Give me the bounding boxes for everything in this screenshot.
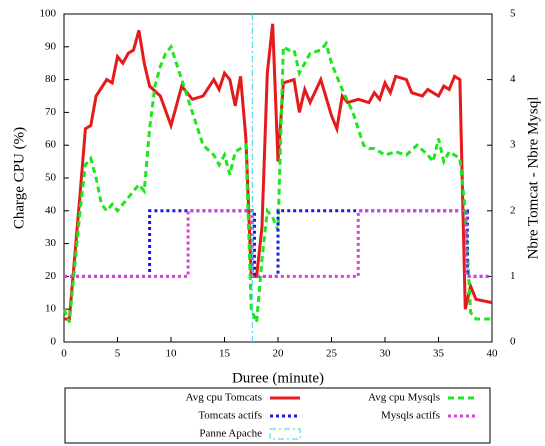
y2-tick-label: 1 (510, 270, 516, 282)
x-tick-label: 40 (487, 348, 499, 360)
x-tick-label: 10 (166, 348, 178, 360)
x-axis-label: Duree (minute) (232, 370, 324, 386)
series-line (64, 23, 493, 321)
y-tick-label: 30 (45, 237, 57, 249)
legend-label: Mysqls actifs (381, 410, 440, 422)
y-tick-label: 90 (45, 40, 57, 52)
y-tick-label: 100 (40, 8, 57, 20)
legend-label: Tomcats actifs (198, 410, 262, 422)
legend-swatch (269, 428, 301, 440)
x-tick-label: 15 (219, 348, 231, 360)
x-tick-label: 25 (326, 348, 338, 360)
legend-label: Panne Apache (199, 428, 262, 440)
y2-tick-label: 3 (510, 139, 516, 151)
legend-label: Avg cpu Mysqls (368, 392, 440, 404)
y-tick-label: 10 (45, 303, 57, 315)
y-tick-label: 20 (45, 270, 57, 282)
x-tick-label: 20 (273, 348, 285, 360)
y-tick-label: 80 (45, 73, 57, 85)
x-tick-label: 35 (433, 348, 445, 360)
y-tick-label: 50 (45, 172, 57, 184)
y-axis-label: Charge CPU (%) (11, 127, 27, 229)
y2-tick-label: 4 (510, 73, 516, 85)
y2-axis-label: Nbre Tomcat - Nbre Mysql (525, 97, 541, 260)
y-tick-label: 60 (45, 139, 57, 151)
y2-tick-label: 2 (510, 204, 516, 216)
y-tick-label: 40 (45, 204, 57, 216)
y2-tick-label: 5 (510, 8, 516, 20)
x-tick-label: 5 (115, 348, 121, 360)
y2-tick-label: 0 (510, 336, 516, 348)
x-tick-label: 30 (380, 348, 392, 360)
legend-label: Avg cpu Tomcats (186, 392, 262, 404)
series-line (62, 40, 492, 323)
y-tick-label: 70 (45, 106, 57, 118)
legend-box (64, 387, 491, 444)
y-tick-label: 0 (51, 336, 57, 348)
series-line (64, 209, 492, 278)
x-tick-label: 0 (61, 348, 67, 360)
plot-frame (63, 13, 493, 343)
